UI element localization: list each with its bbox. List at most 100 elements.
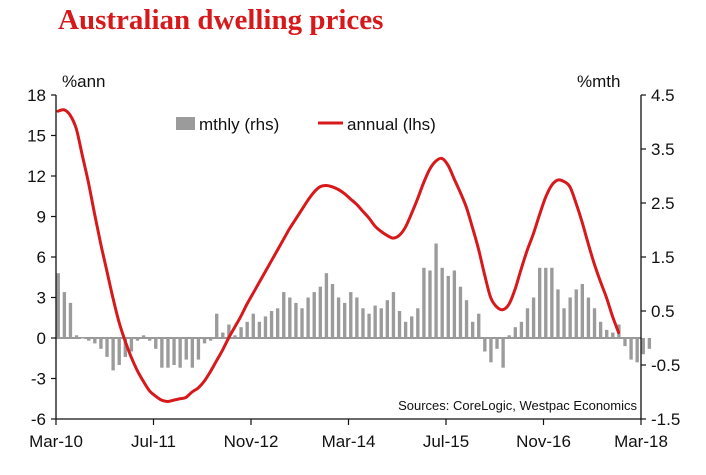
x-tick-label: Nov-16 xyxy=(516,432,571,451)
monthly-bar xyxy=(336,297,341,338)
monthly-bar xyxy=(275,308,280,338)
right-tick-label: 4.5 xyxy=(651,86,675,105)
left-tick-label: -3 xyxy=(31,370,46,389)
monthly-bar xyxy=(391,292,396,338)
monthly-bar xyxy=(501,338,505,368)
monthly-bar xyxy=(495,338,499,349)
monthly-bar xyxy=(166,338,170,368)
monthly-bar xyxy=(74,335,79,338)
monthly-bar xyxy=(397,311,402,338)
monthly-bar xyxy=(202,338,207,344)
monthly-bar xyxy=(525,308,530,338)
annual-line-layer xyxy=(56,108,621,403)
monthly-bar xyxy=(239,327,243,338)
monthly-bar xyxy=(330,284,335,338)
monthly-bar xyxy=(87,338,91,341)
left-tick-label: 6 xyxy=(37,248,46,267)
monthly-bar xyxy=(349,292,353,338)
monthly-bar xyxy=(196,338,201,360)
monthly-bar xyxy=(641,338,645,355)
monthly-bar xyxy=(458,286,463,338)
monthly-bar xyxy=(141,335,146,338)
right-tick-label: 0.5 xyxy=(651,302,675,321)
monthly-bar xyxy=(550,267,554,338)
monthly-bar xyxy=(452,270,457,338)
monthly-bar xyxy=(568,297,572,338)
annual-line xyxy=(56,108,621,403)
monthly-bar xyxy=(93,338,97,344)
monthly-bar xyxy=(184,338,188,360)
monthly-bar xyxy=(556,289,560,338)
monthly-bar xyxy=(629,338,633,360)
monthly-bar xyxy=(111,338,115,371)
monthly-bar xyxy=(117,338,121,365)
x-tick-label: Jul-11 xyxy=(131,432,176,451)
monthly-bars xyxy=(56,243,652,371)
left-tick-label: 18 xyxy=(27,86,46,105)
monthly-bar xyxy=(80,338,85,339)
monthly-bar xyxy=(538,267,542,338)
monthly-bar xyxy=(312,292,316,338)
legend: mthly (rhs) annual (lhs) xyxy=(176,115,436,134)
monthly-bar xyxy=(172,338,176,365)
monthly-bar xyxy=(123,338,127,357)
monthly-bar xyxy=(99,338,103,349)
monthly-bar xyxy=(221,332,225,338)
monthly-bar xyxy=(324,273,329,338)
monthly-bar xyxy=(483,338,487,352)
monthly-bar xyxy=(470,321,475,338)
monthly-bar xyxy=(355,297,359,338)
monthly-bar xyxy=(233,335,237,338)
monthly-bar xyxy=(422,267,426,338)
legend-bars-label: mthly (rhs) xyxy=(199,115,279,134)
monthly-bar xyxy=(379,308,383,338)
monthly-bar xyxy=(562,308,566,338)
chart-title: Australian dwelling prices xyxy=(58,4,384,36)
monthly-bar xyxy=(288,297,292,338)
legend-bar-swatch xyxy=(176,117,195,130)
monthly-bar xyxy=(62,292,67,338)
monthly-bar xyxy=(294,302,298,338)
left-tick-label: 0 xyxy=(37,329,46,348)
left-tick-label: 9 xyxy=(37,208,46,227)
monthly-bar xyxy=(343,302,347,338)
legend-line-label: annual (lhs) xyxy=(347,115,436,134)
monthly-bar xyxy=(623,338,627,347)
monthly-bar xyxy=(56,273,60,338)
monthly-bar xyxy=(318,286,322,338)
monthly-bar xyxy=(269,311,274,338)
x-tick-label: Mar-18 xyxy=(614,432,668,451)
monthly-bar xyxy=(367,313,371,338)
monthly-bar xyxy=(531,297,536,338)
monthly-bar xyxy=(440,267,444,338)
right-tick-label: 2.5 xyxy=(651,194,675,213)
monthly-bar xyxy=(519,321,524,338)
monthly-bar xyxy=(580,284,585,338)
right-tick-label: 3.5 xyxy=(651,140,675,159)
monthly-bar xyxy=(178,338,182,368)
monthly-bar xyxy=(544,267,548,338)
left-tick-label: 3 xyxy=(37,289,46,308)
monthly-bar xyxy=(190,338,195,368)
monthly-bar xyxy=(507,335,511,338)
monthly-bar xyxy=(154,338,158,349)
monthly-bar xyxy=(257,321,262,338)
monthly-bar xyxy=(428,270,432,338)
source-note: Sources: CoreLogic, Westpac Economics xyxy=(398,398,637,413)
monthly-bar xyxy=(592,308,597,338)
monthly-bar xyxy=(489,338,493,363)
monthly-bar xyxy=(611,332,615,338)
monthly-bar xyxy=(586,297,591,338)
monthly-bar xyxy=(148,338,152,341)
x-tick-label: Mar-10 xyxy=(29,432,83,451)
left-axis-label: %ann xyxy=(62,72,105,91)
monthly-bar xyxy=(361,308,365,338)
monthly-bar xyxy=(635,338,639,363)
tick-labels: 18 15 12 9 6 3 0 -3 -6 4.5 3.5 2.5 1.5 0.5 -0.5 -1.5 Mar… xyxy=(27,86,680,451)
monthly-bar xyxy=(605,329,609,338)
right-tick-label: -0.5 xyxy=(651,356,680,375)
monthly-bar xyxy=(403,321,408,338)
monthly-bar xyxy=(282,292,286,338)
monthly-bar xyxy=(647,338,652,349)
